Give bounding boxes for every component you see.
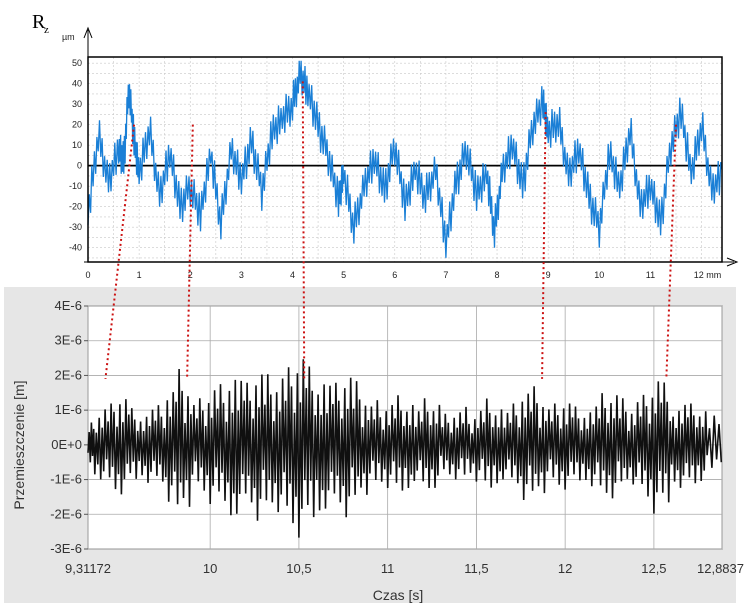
top-x-tick-label: 5 (341, 270, 346, 280)
top-y-tick-labels: 50 40 30 20 10 0 -10 -20 -30 -40 (69, 58, 82, 253)
top-x-tick-label: 12 mm (694, 270, 722, 280)
bottom-chart: 4E-6 3E-6 2E-6 1E-6 0E+0 -1E-6 -2E-6 -3E-6 9,31… (4, 287, 744, 603)
top-x-tick-label: 11 (646, 270, 655, 280)
peak-connector-line (186, 124, 194, 379)
top-x-tick-label: 1 (137, 270, 142, 280)
top-x-tick-label: 3 (239, 270, 244, 280)
top-y-tick-label: 10 (72, 140, 82, 150)
top-x-tick-label: 9 (546, 270, 551, 280)
bottom-series-line (87, 359, 723, 538)
bottom-x-axis-label: Czas [s] (373, 587, 424, 603)
top-y-tick-label: -20 (69, 202, 82, 212)
bottom-y-tick-labels: 4E-6 3E-6 2E-6 1E-6 0E+0 -1E-6 -2E-6 -3E-6 (50, 298, 88, 556)
bottom-y-tick-label: 1E-6 (55, 402, 82, 417)
bottom-x-tick-label: 9,31172 (65, 561, 111, 576)
top-y-tick-label: -30 (69, 222, 82, 232)
top-y-tick-label: 30 (72, 99, 82, 109)
top-y-tick-label: 0 (77, 161, 82, 171)
top-y-tick-label: 50 (72, 58, 82, 68)
bottom-x-tick-label: 10,5 (286, 561, 311, 576)
top-chart-title-subscript: z (44, 24, 49, 36)
bottom-y-tick-label: 2E-6 (55, 367, 82, 382)
top-chart-title: R (32, 11, 46, 33)
top-x-tick-label: 7 (443, 270, 448, 280)
bottom-x-tick-label: 12 (558, 561, 572, 576)
bottom-y-tick-label: 4E-6 (55, 298, 82, 313)
top-y-tick-label: 40 (72, 79, 82, 89)
bottom-y-tick-label: 3E-6 (55, 333, 82, 348)
top-x-tick-label: 8 (495, 270, 500, 280)
top-x-tick-labels: 0123456789101112 mm (85, 270, 721, 280)
peak-connectors (104, 81, 677, 380)
top-y-tick-label: 20 (72, 120, 82, 130)
top-x-tick-label: 4 (290, 270, 295, 280)
top-x-tick-label: 10 (594, 270, 604, 280)
top-y-tick-label: -40 (69, 243, 82, 253)
bottom-y-tick-label: -1E-6 (50, 472, 82, 487)
bottom-y-axis-label: Przemieszczenie [m] (11, 380, 27, 509)
bottom-x-tick-label: 11 (381, 561, 395, 576)
bottom-x-tick-label: 12,8837 (697, 561, 744, 576)
bottom-y-tick-label: -2E-6 (50, 506, 82, 521)
bottom-y-tick-label: 0E+0 (51, 437, 82, 452)
top-y-axis-unit: µm (62, 32, 75, 42)
top-x-axis-arrowhead (726, 257, 739, 267)
top-y-tick-label: -10 (69, 181, 82, 191)
bottom-x-tick-label: 11,5 (464, 561, 488, 576)
bottom-x-tick-label: 10 (203, 561, 217, 576)
top-x-tick-label: 6 (392, 270, 397, 280)
bottom-y-tick-label: -3E-6 (50, 541, 82, 556)
top-x-tick-label: 0 (85, 270, 90, 280)
top-y-axis-arrowhead (83, 26, 93, 39)
top-series-line (87, 60, 723, 258)
bottom-x-tick-label: 12,5 (641, 561, 666, 576)
bottom-x-tick-labels: 9,31172 10 10,5 11 11,5 12 12,5 12,8837 (65, 561, 744, 576)
